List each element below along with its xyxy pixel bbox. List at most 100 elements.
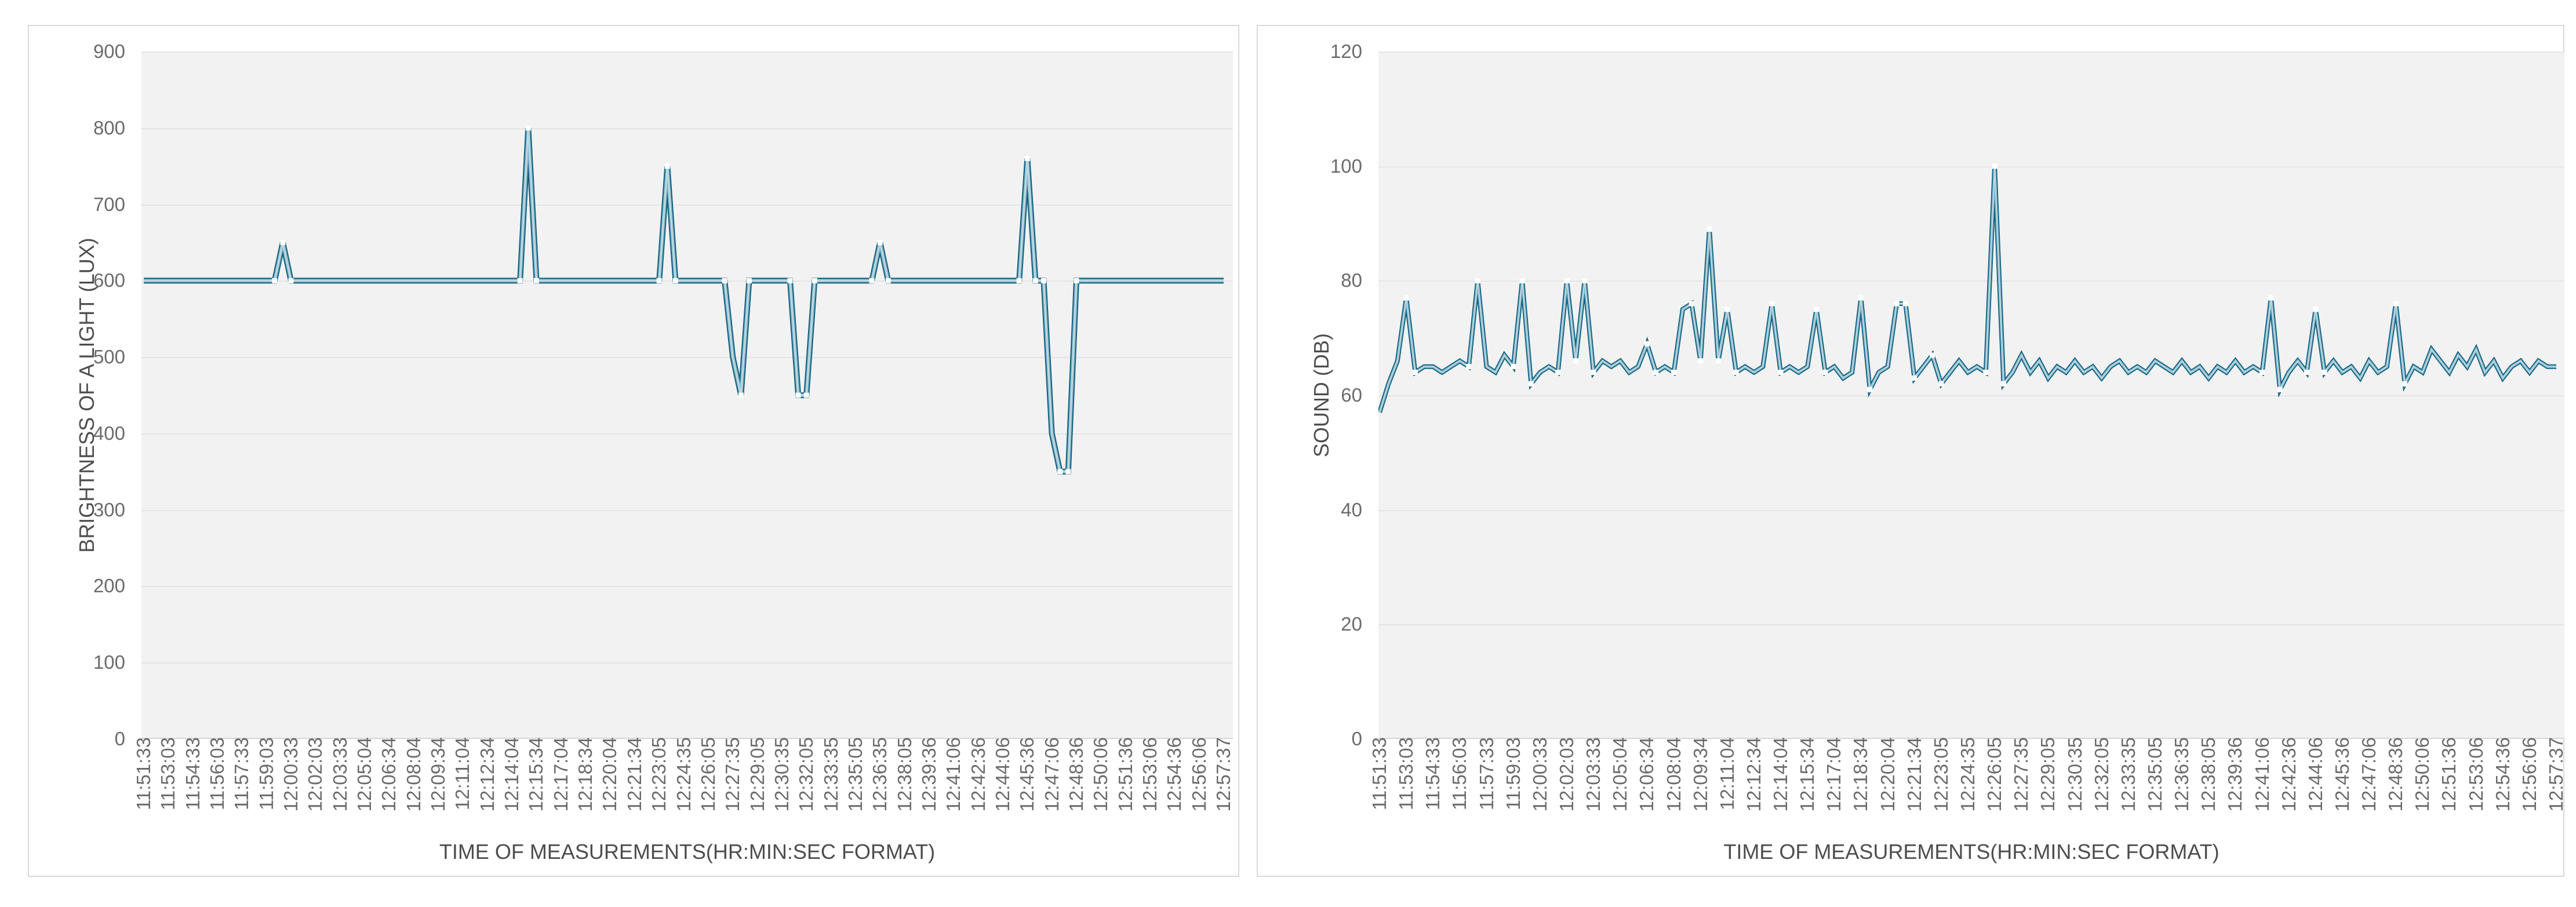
x-tick-label: 12:30:35 xyxy=(770,737,792,812)
data-point-marker xyxy=(738,392,744,398)
x-tick-label: 12:05:04 xyxy=(1609,737,1631,812)
x-tick-label: 12:45:36 xyxy=(1016,737,1038,812)
x-tick-label: 12:12:34 xyxy=(476,737,498,812)
data-point-marker xyxy=(1528,381,1534,387)
brightness-chart-card: BRIGHTNESS OF A LIGHT (LUX) TIME OF MEAS… xyxy=(28,25,1239,877)
y-tick-label: 100 xyxy=(1330,155,1362,177)
x-tick-label: 12:54:36 xyxy=(2491,737,2513,812)
gridline xyxy=(141,586,1233,588)
x-tick-label: 12:48:36 xyxy=(2385,737,2407,812)
x-tick-label: 12:09:34 xyxy=(427,737,449,812)
x-tick-label: 12:18:34 xyxy=(1850,737,1872,812)
x-tick-label: 12:42:36 xyxy=(967,737,989,812)
x-tick-label: 12:32:05 xyxy=(795,737,817,812)
x-tick-label: 11:51:33 xyxy=(1369,737,1390,811)
x-tick-label: 12:42:36 xyxy=(2277,737,2300,812)
x-tick-label: 12:27:35 xyxy=(722,737,744,812)
data-point-marker xyxy=(525,125,531,131)
gridline xyxy=(1378,281,2564,282)
data-point-marker xyxy=(1573,358,1578,364)
x-tick-label: 12:00:33 xyxy=(1529,737,1551,812)
x-tick-label: 12:33:35 xyxy=(2117,737,2139,812)
data-point-marker xyxy=(1983,370,1989,375)
data-point-marker xyxy=(722,278,727,283)
data-point-marker xyxy=(1466,364,1472,370)
x-tick-label: 12:21:34 xyxy=(1903,737,1925,812)
x-tick-label: 12:39:36 xyxy=(2224,737,2246,812)
x-tick-label: 11:57:33 xyxy=(1475,737,1497,811)
gridline xyxy=(1378,738,2564,739)
data-point-marker xyxy=(877,239,883,245)
x-tick-label: 12:00:33 xyxy=(280,737,302,812)
data-point-marker xyxy=(1778,370,1784,375)
data-point-marker xyxy=(1822,370,1828,375)
x-tick-label: 12:45:36 xyxy=(2331,737,2353,812)
sound-x-axis-title: TIME OF MEASUREMENTS(HR:MIN:SEC FORMAT) xyxy=(1723,840,2220,864)
data-point-marker xyxy=(1894,301,1900,307)
y-tick-label: 100 xyxy=(93,651,125,673)
x-tick-label: 12:29:05 xyxy=(746,737,768,812)
x-tick-label: 12:36:35 xyxy=(869,737,891,812)
x-tick-label: 12:30:35 xyxy=(2064,737,2086,812)
data-point-marker xyxy=(280,239,286,245)
x-tick-label: 12:38:05 xyxy=(2197,737,2220,812)
data-point-marker xyxy=(272,278,278,283)
x-tick-label: 12:51:36 xyxy=(1114,737,1136,812)
y-tick-label: 20 xyxy=(1341,613,1362,635)
x-tick-label: 12:35:05 xyxy=(2144,737,2166,812)
data-point-marker xyxy=(656,278,662,283)
gridline xyxy=(141,509,1233,511)
y-tick-label: 800 xyxy=(93,116,125,139)
data-point-marker xyxy=(1724,307,1730,312)
x-tick-label: 12:27:35 xyxy=(2010,737,2032,812)
x-tick-label: 12:17:04 xyxy=(550,737,572,812)
gridline xyxy=(1378,624,2564,626)
sound-plot-area[interactable] xyxy=(1378,52,2564,739)
data-point-marker xyxy=(1032,278,1038,283)
y-tick-label: 120 xyxy=(1330,41,1362,62)
x-tick-label: 12:15:34 xyxy=(1796,737,1818,812)
data-point-marker xyxy=(2268,295,2274,301)
x-tick-label: 12:08:04 xyxy=(1662,737,1684,812)
y-tick-label: 300 xyxy=(93,498,125,520)
data-point-marker xyxy=(1074,278,1079,283)
x-tick-label: 12:53:06 xyxy=(1138,737,1160,812)
x-tick-label: 11:57:33 xyxy=(231,737,253,811)
x-tick-label: 11:59:03 xyxy=(1502,737,1524,811)
x-tick-label: 12:05:04 xyxy=(354,737,376,812)
x-tick-label: 12:23:05 xyxy=(1930,737,1952,812)
y-tick-label: 80 xyxy=(1341,269,1362,292)
gridline xyxy=(141,357,1233,359)
x-tick-label: 11:54:33 xyxy=(181,737,203,811)
x-tick-label: 12:50:06 xyxy=(1090,737,1112,812)
x-tick-label: 12:33:35 xyxy=(820,737,842,812)
data-point-marker xyxy=(885,278,891,283)
x-tick-label: 12:39:36 xyxy=(918,737,940,812)
data-point-marker xyxy=(1938,381,1944,387)
data-point-marker xyxy=(1057,469,1063,475)
x-tick-label: 12:35:05 xyxy=(844,737,866,812)
data-point-marker xyxy=(1582,278,1588,283)
x-tick-label: 11:54:33 xyxy=(1422,737,1444,811)
data-point-marker xyxy=(803,392,809,398)
x-tick-label: 12:36:35 xyxy=(2171,737,2193,812)
x-tick-label: 12:24:35 xyxy=(1957,737,1978,812)
data-point-marker xyxy=(746,278,752,283)
x-tick-label: 12:48:36 xyxy=(1065,737,1087,812)
y-tick-label: 600 xyxy=(93,269,125,292)
gridline xyxy=(141,662,1233,664)
x-tick-label: 12:03:33 xyxy=(329,737,351,812)
x-tick-label: 11:59:03 xyxy=(255,737,277,811)
data-point-marker xyxy=(1689,301,1694,307)
data-point-marker xyxy=(1698,358,1704,364)
data-point-marker xyxy=(1016,278,1022,283)
x-tick-label: 12:47:06 xyxy=(1040,737,1063,812)
x-tick-label: 12:56:06 xyxy=(2518,737,2540,812)
gridline xyxy=(1378,52,2564,53)
brightness-plot-area[interactable] xyxy=(141,52,1233,739)
x-tick-label: 12:54:36 xyxy=(1163,737,1185,812)
data-point-marker xyxy=(2001,381,2006,387)
data-point-marker xyxy=(1814,307,1820,312)
x-tick-label: 12:02:03 xyxy=(304,737,326,812)
data-point-marker xyxy=(1591,370,1596,375)
